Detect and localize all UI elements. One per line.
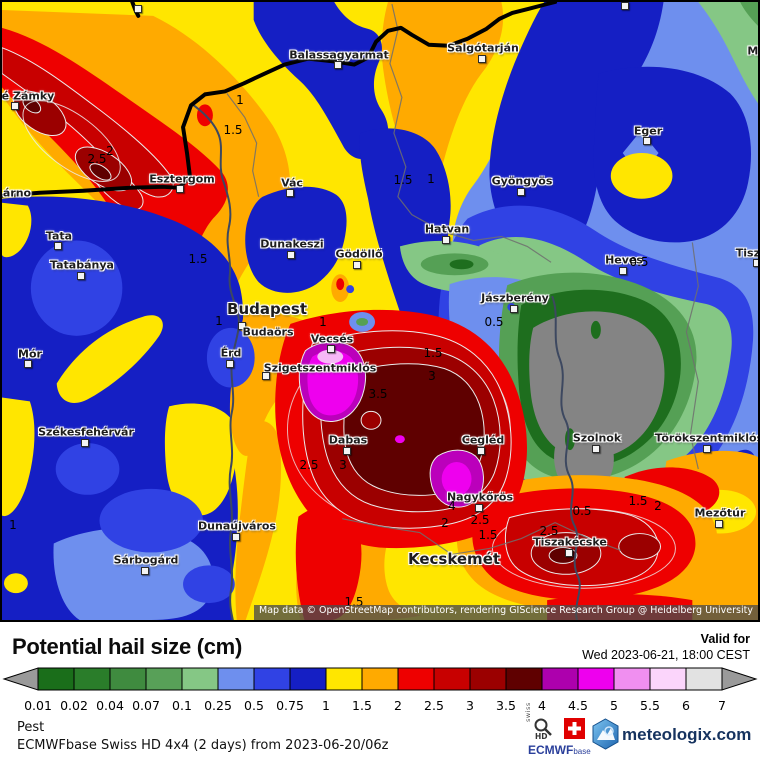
legend-panel: Potential hail size (cm) Valid for Wed 2… bbox=[0, 622, 760, 760]
scale-tick-label: 4.5 bbox=[568, 698, 588, 713]
scale-tick-label: 2.5 bbox=[424, 698, 444, 713]
scale-tick-label: 1.5 bbox=[352, 698, 372, 713]
scale-right-arrow bbox=[721, 667, 758, 691]
scale-cell bbox=[613, 667, 651, 691]
valid-datetime: Wed 2023-06-21, 18:00 CEST bbox=[582, 648, 750, 662]
scale-tick-label: 3.5 bbox=[496, 698, 516, 713]
scale-tick-label: 6 bbox=[682, 698, 690, 713]
north-blue-layer bbox=[245, 2, 389, 293]
scale-cell bbox=[109, 667, 147, 691]
meteologix-site-link[interactable]: meteologix.com bbox=[622, 725, 752, 744]
scale-cell bbox=[73, 667, 111, 691]
valid-for-label: Valid for bbox=[700, 632, 750, 646]
central-hail-core-layer bbox=[206, 274, 528, 549]
scale-tick-label: 0.07 bbox=[132, 698, 160, 713]
scale-cell bbox=[289, 667, 327, 691]
scale-cell bbox=[685, 667, 723, 691]
scale-cell bbox=[397, 667, 435, 691]
scale-cell bbox=[37, 667, 75, 691]
swiss-flag-icon bbox=[564, 718, 585, 739]
color-scale-svg: 0.01 0.02 0.04 0.07 0.1 0.25 0.5 0.75 1 1.5 2 2.5 3 3… bbox=[2, 667, 758, 713]
magnifier-icon bbox=[534, 718, 552, 736]
scale-cell bbox=[469, 667, 507, 691]
ecmwf-label: ECMWF bbox=[528, 743, 574, 757]
scale-cell bbox=[325, 667, 363, 691]
ecmwf-base-label: base bbox=[573, 747, 591, 756]
scale-tick-label: 5 bbox=[610, 698, 618, 713]
region-label: Pest bbox=[17, 720, 45, 735]
swiss-vertical-label: swiss bbox=[524, 702, 532, 722]
west-blue-layer bbox=[2, 196, 244, 620]
hail-map-svg bbox=[2, 2, 758, 620]
scale-cell bbox=[253, 667, 291, 691]
model-run-label: ECMWFbase Swiss HD 4x4 (2 days) from 202… bbox=[17, 738, 389, 753]
scale-tick-label: 3 bbox=[466, 698, 474, 713]
scale-cell bbox=[217, 667, 255, 691]
scale-cell bbox=[505, 667, 543, 691]
map-canvas: é Zámky árno Esztergom Balassagyarmat Vác Sal… bbox=[0, 0, 760, 622]
hd-label: HD bbox=[535, 732, 548, 741]
scale-tick-label: 7 bbox=[718, 698, 726, 713]
east-system-layer bbox=[359, 2, 758, 535]
scale-cell bbox=[145, 667, 183, 691]
scale-tick-label: 0.02 bbox=[60, 698, 88, 713]
ecmwf-logo: ECMWFbase bbox=[528, 743, 591, 757]
scale-tick-label: 0.25 bbox=[204, 698, 232, 713]
map-attribution: Map data © OpenStreetMap contributors, r… bbox=[254, 605, 758, 620]
meteologix-logo-icon bbox=[592, 718, 619, 750]
scale-tick-label: 0.5 bbox=[244, 698, 264, 713]
rivers-layer bbox=[190, 102, 581, 620]
scale-tick-label: 2 bbox=[394, 698, 402, 713]
scale-tick-label: 4 bbox=[538, 698, 546, 713]
scale-cell bbox=[361, 667, 399, 691]
scale-tick-label: 0.1 bbox=[172, 698, 192, 713]
scale-cell bbox=[649, 667, 687, 691]
color-scale: 0.01 0.02 0.04 0.07 0.1 0.25 0.5 0.75 1 1.5 2 2.5 3 3… bbox=[0, 664, 760, 716]
scale-cell bbox=[433, 667, 471, 691]
scale-tick-label: 1 bbox=[322, 698, 330, 713]
scale-tick-label: 0.01 bbox=[24, 698, 52, 713]
scale-tick-label: 0.04 bbox=[96, 698, 124, 713]
scale-tick-label: 0.75 bbox=[276, 698, 304, 713]
scale-tick-label: 5.5 bbox=[640, 698, 660, 713]
scale-cell bbox=[541, 667, 579, 691]
page-title: Potential hail size (cm) bbox=[12, 634, 242, 659]
scale-left-arrow bbox=[2, 667, 39, 691]
scale-cell bbox=[181, 667, 219, 691]
validity-block: Valid for Wed 2023-06-21, 18:00 CEST bbox=[582, 632, 750, 662]
brand-block: swiss HD ECMWFbase bbox=[524, 702, 760, 760]
scale-cell bbox=[577, 667, 615, 691]
footer-info: Pest ECMWFbase Swiss HD 4x4 (2 days) fro… bbox=[17, 720, 388, 753]
